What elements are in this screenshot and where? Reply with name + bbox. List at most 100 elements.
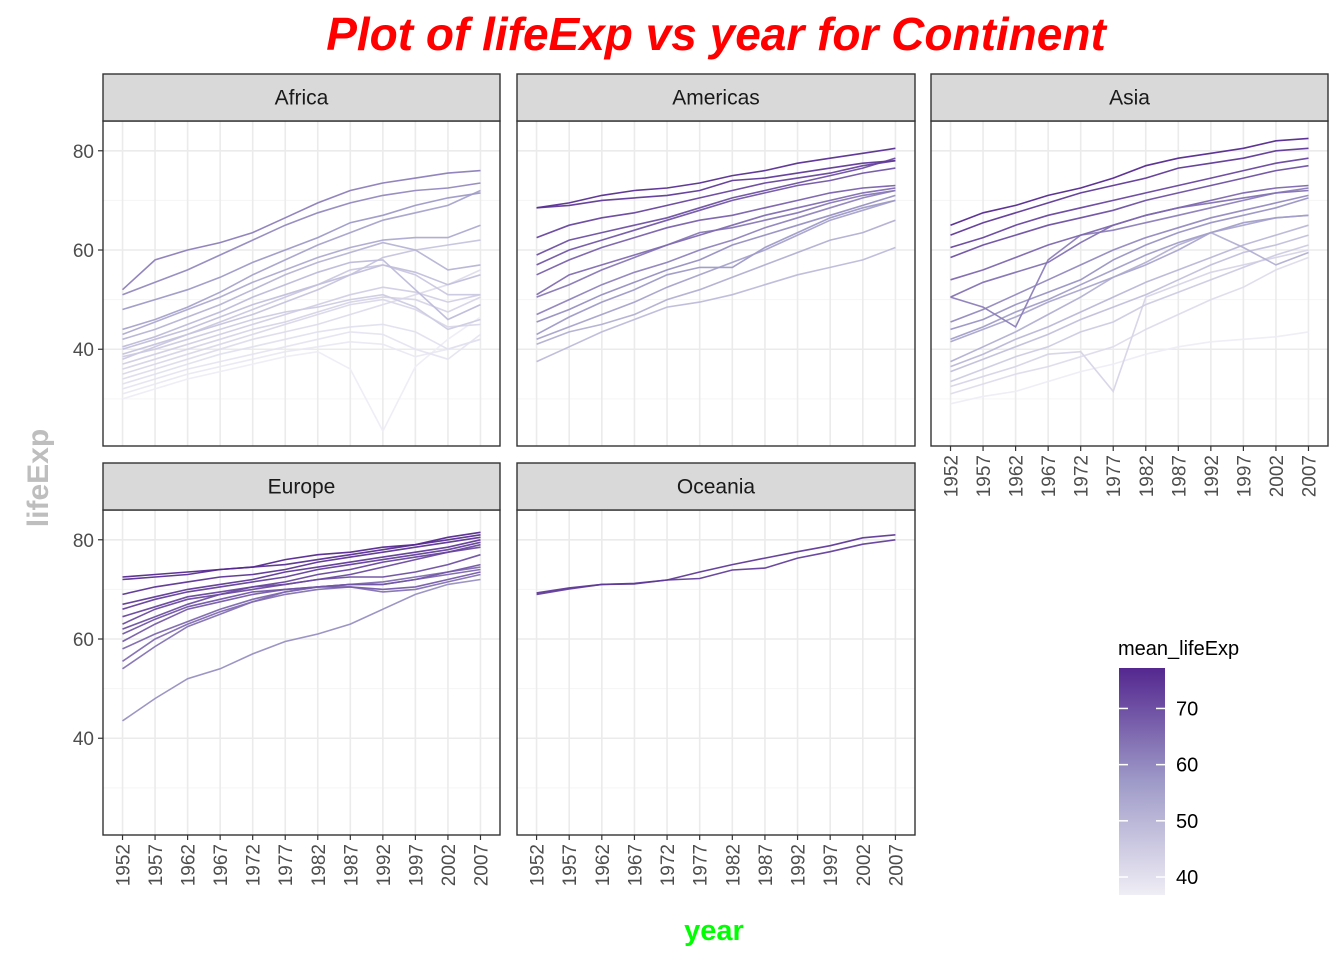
facet-strip-label: Asia [1109,87,1150,110]
x-tick-label: 1967 [211,844,232,886]
panel-background [517,510,915,835]
legend-tick-label: 70 [1176,698,1198,720]
x-tick-label: 1957 [146,844,167,886]
series-line [950,137,1309,226]
legend-tick-label: 40 [1176,867,1198,889]
series-line [536,159,896,239]
series-line [122,331,481,390]
series-line [122,298,481,375]
panel-background [103,510,500,835]
facet-strip-label: Africa [275,87,329,110]
series-line [950,331,1309,405]
series-line [950,164,1309,259]
y-tick-label: 80 [73,142,94,163]
series-line [122,224,481,336]
x-tick-label: 1952 [942,455,963,497]
y-tick-label: 40 [73,340,94,361]
series-line [122,541,481,610]
series-line [122,264,481,350]
x-tick-label: 2007 [1299,455,1320,497]
x-tick-label: 2002 [439,844,460,886]
x-tick-label: 1987 [756,844,777,886]
x-tick-label: 1982 [723,844,744,886]
series-line [122,573,481,670]
series-line [122,296,481,370]
x-tick-label: 1977 [1104,455,1125,497]
x-tick-label: 1972 [1072,455,1093,497]
legend: mean_lifeExp 40 50 60 70 [1118,638,1239,895]
x-tick-label: 1992 [374,844,395,886]
x-tick-label: 1972 [244,844,265,886]
x-tick-label: 1962 [1007,455,1028,497]
legend-tick-label: 60 [1176,755,1198,777]
series-line [950,184,1309,281]
x-tick-label: 1957 [974,455,995,497]
series-line [536,159,896,209]
x-tick-label: 1997 [821,844,842,886]
x-tick-label: 1977 [691,844,712,886]
series-line [536,219,896,346]
y-tick-label: 60 [73,241,94,262]
series-line [122,563,481,635]
series-line [950,249,1309,394]
series-line [536,194,896,323]
series-line [950,197,1309,331]
series-line [950,214,1309,341]
x-tick-label: 1967 [625,844,646,886]
series-line [950,231,1309,363]
x-axis-label: year [684,915,744,947]
series-line [950,256,1309,395]
legend-ticks: 40 50 60 70 [1119,698,1198,889]
facet-panel-oceania: Oceania 1952 1957 1962 1967 1972 1977 1982 1987 1… [516,462,916,886]
series-line [950,214,1309,343]
facet-strip-label: Americas [672,87,760,110]
series-line [122,338,481,395]
series-line [122,531,481,578]
x-tick-label: 1957 [560,844,581,886]
series-line [122,293,481,358]
panel-background [931,121,1328,446]
series-line [122,259,481,348]
series-line [122,578,481,722]
series-line [536,184,896,276]
facet-strip [102,462,501,511]
legend-colorbar [1119,668,1165,895]
x-tick-label: 1952 [528,844,549,886]
x-tick-label: 1987 [1169,455,1190,497]
series-line [536,534,896,594]
x-tick-label: 1987 [341,844,362,886]
series-line [122,192,481,311]
y-tick-label: 60 [73,630,94,651]
series-line [122,323,481,385]
legend-tick-label: 50 [1176,811,1198,833]
series-line [950,157,1309,249]
x-tick-label: 1982 [309,844,330,886]
panel-background [103,121,500,446]
series-line [122,539,481,606]
series-line [122,241,481,341]
series-line [122,536,481,596]
facet-strip [102,73,501,122]
y-tick-label: 40 [73,729,94,750]
x-tick-label: 1992 [1202,455,1223,497]
series-line [122,546,481,625]
series-line [950,224,1309,368]
x-tick-label: 2007 [886,844,907,886]
facet-panels: Africa 40 60 80 Americas Asia 1952 1957 1962 1967… [73,73,1329,886]
x-tick-label: 1967 [1039,455,1060,497]
series-line [950,187,1309,329]
legend-title: mean_lifeExp [1118,638,1239,660]
facet-panel-europe: Europe 40 60 80 1952 1957 1962 1967 1972 1977 1982… [73,462,501,886]
facet-panel-americas: Americas [516,73,916,447]
series-line [536,199,896,341]
x-tick-label: 1997 [1234,455,1255,497]
x-tick-label: 1977 [276,844,297,886]
x-tick-label: 1992 [789,844,810,886]
facet-strip [516,462,916,511]
series-line [536,167,896,266]
series-line [122,316,481,433]
series-line [536,187,896,296]
series-line [536,147,896,209]
x-tick-label: 1997 [406,844,427,886]
facet-panel-asia: Asia 1952 1957 1962 1967 1972 1977 1982 1987 1992… [930,73,1329,497]
